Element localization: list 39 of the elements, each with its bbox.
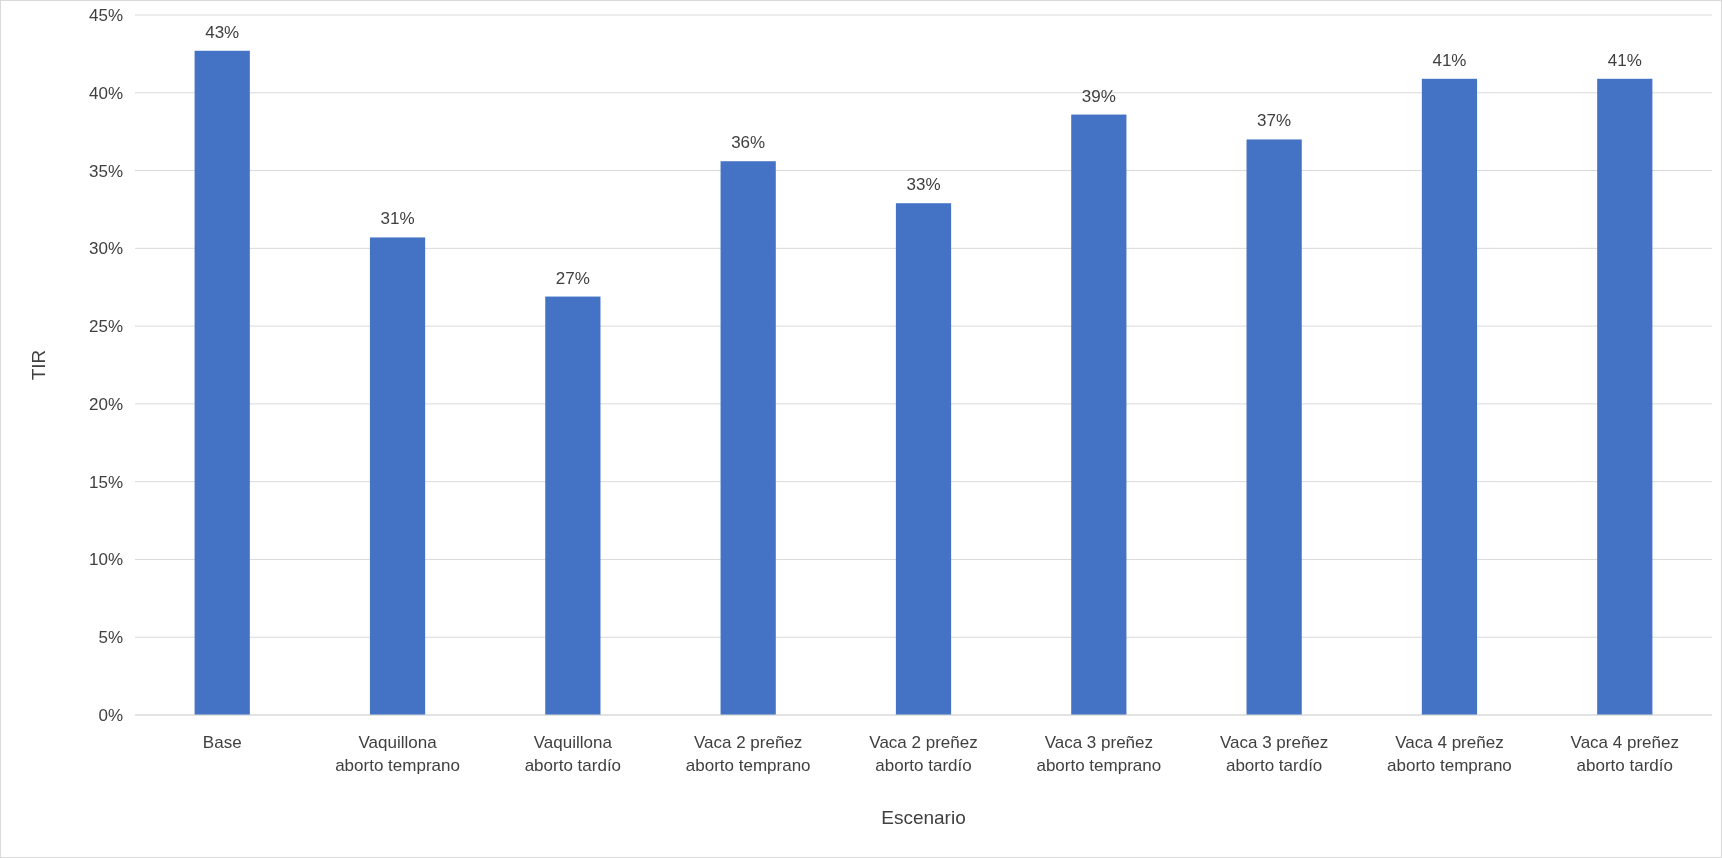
x-tick-label: Vaca 2 preñez aborto tardío bbox=[869, 733, 978, 775]
data-label: 37% bbox=[1257, 111, 1292, 131]
y-tick-label: 5% bbox=[98, 628, 123, 648]
bar bbox=[1421, 78, 1478, 715]
x-tick-label: Vaca 4 preñez aborto tardío bbox=[1570, 733, 1679, 775]
y-tick-label: 25% bbox=[88, 317, 123, 337]
data-label: 41% bbox=[1432, 50, 1467, 70]
y-tick-label: 35% bbox=[88, 161, 123, 181]
y-axis-title: TIR bbox=[28, 349, 49, 381]
data-label: 39% bbox=[1081, 86, 1116, 106]
data-label: 33% bbox=[906, 175, 941, 195]
x-tick-label: Base bbox=[202, 733, 242, 752]
x-tick-label: Vaca 4 preñez aborto temprano bbox=[1387, 733, 1512, 775]
x-axis-title: Escenario bbox=[881, 807, 966, 828]
x-tick-label: Vaquillona aborto tardío bbox=[524, 733, 622, 775]
y-tick-label: 40% bbox=[88, 83, 123, 103]
bar bbox=[1246, 139, 1302, 715]
y-tick-label: 10% bbox=[88, 550, 123, 570]
data-label: 36% bbox=[731, 133, 766, 153]
x-tick-label: Vaca 2 preñez aborto temprano bbox=[685, 733, 811, 775]
bar bbox=[369, 237, 426, 715]
y-tick-label: 15% bbox=[88, 472, 123, 492]
bar bbox=[895, 203, 952, 715]
bar bbox=[194, 50, 250, 715]
y-tick-label: 30% bbox=[88, 239, 123, 259]
y-tick-label: 45% bbox=[88, 5, 123, 25]
y-tick-label: 0% bbox=[98, 705, 123, 725]
data-label: 43% bbox=[205, 22, 240, 42]
bar bbox=[1597, 78, 1653, 715]
x-tick-label: Vaca 3 preñez aborto tardío bbox=[1219, 733, 1329, 775]
data-label: 31% bbox=[380, 209, 415, 229]
data-label: 41% bbox=[1607, 50, 1642, 70]
x-tick-label: Vaquillona aborto temprano bbox=[335, 733, 460, 775]
bar bbox=[720, 161, 776, 715]
y-tick-label: 20% bbox=[88, 394, 123, 414]
x-tick-label: Vaca 3 preñez aborto temprano bbox=[1036, 733, 1162, 775]
bar bbox=[1071, 114, 1127, 715]
bar bbox=[545, 296, 601, 715]
data-label: 27% bbox=[555, 268, 590, 288]
